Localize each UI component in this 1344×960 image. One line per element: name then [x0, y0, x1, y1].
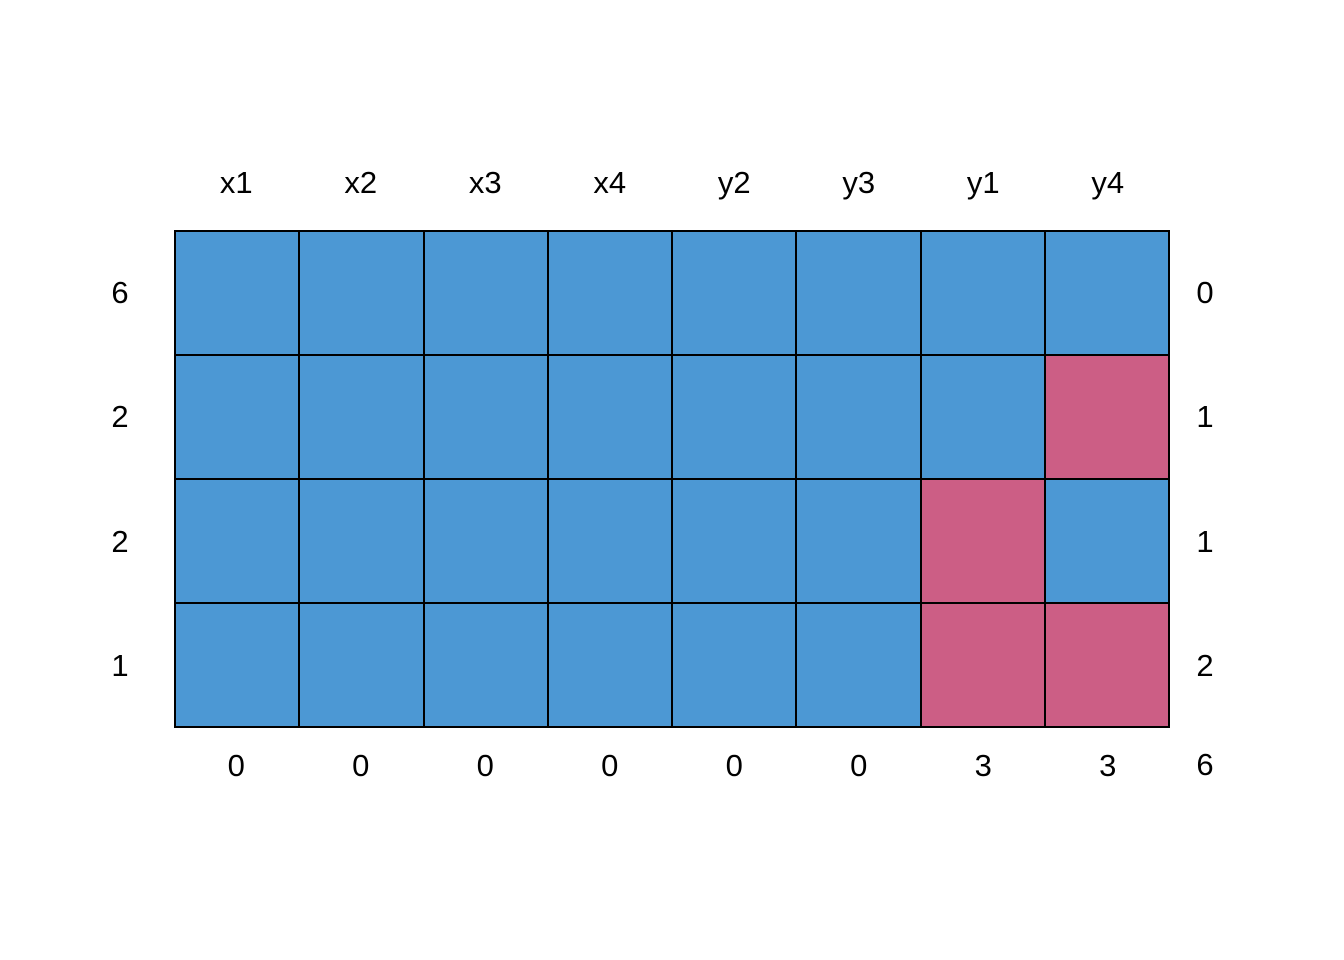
observed-cell-r0-x2 — [300, 232, 423, 354]
observed-cell-r1-x4 — [548, 356, 671, 478]
observed-cell-r1-x1 — [176, 356, 299, 478]
pattern-count-label-1: 2 — [111, 399, 129, 435]
observed-cell-r0-y2 — [673, 232, 796, 354]
pattern-missing-label-1: 1 — [1196, 399, 1214, 435]
observed-cell-r1-y3 — [797, 356, 920, 478]
column-label-4: y2 — [717, 164, 751, 200]
observed-cell-r1-x3 — [424, 356, 547, 478]
column-missing-label-1: 0 — [352, 747, 370, 783]
observed-cell-r2-y2 — [673, 480, 796, 602]
observed-cell-r0-y4 — [1045, 232, 1168, 354]
column-missing-label-7: 3 — [1099, 747, 1117, 783]
pattern-missing-label-2: 1 — [1196, 523, 1214, 559]
column-label-1: x2 — [344, 164, 378, 200]
observed-cell-r3-x4 — [548, 604, 671, 726]
pattern-missing-label-3: 2 — [1196, 648, 1214, 684]
observed-cell-r0-y1 — [921, 232, 1044, 354]
pattern-count-labels: 6 2 2 1 — [90, 230, 150, 728]
observed-cell-r3-y3 — [797, 604, 920, 726]
column-missing-label-6: 3 — [974, 747, 992, 783]
observed-cell-r3-x1 — [176, 604, 299, 726]
pattern-missing-labels: 0 1 1 2 — [1175, 230, 1235, 728]
observed-cell-r1-y2 — [673, 356, 796, 478]
observed-cell-r2-x4 — [548, 480, 671, 602]
column-label-6: y1 — [966, 164, 1000, 200]
column-label-7: y4 — [1091, 164, 1125, 200]
pattern-count-label-3: 1 — [111, 648, 129, 684]
column-label-2: x3 — [468, 164, 502, 200]
observed-cell-r0-x1 — [176, 232, 299, 354]
pattern-count-label-0: 6 — [111, 274, 129, 310]
observed-cell-r3-x3 — [424, 604, 547, 726]
column-missing-label-3: 0 — [601, 747, 619, 783]
observed-cell-r2-x1 — [176, 480, 299, 602]
column-missing-label-0: 0 — [227, 747, 245, 783]
missing-cell-r3-y4 — [1045, 604, 1168, 726]
observed-cell-r0-x3 — [424, 232, 547, 354]
observed-cell-r1-y1 — [921, 356, 1044, 478]
observed-cell-r1-x2 — [300, 356, 423, 478]
column-label-0: x1 — [219, 164, 253, 200]
column-label-3: x4 — [593, 164, 627, 200]
missing-cell-r3-y1 — [921, 604, 1044, 726]
missing-cell-r1-y4 — [1045, 356, 1168, 478]
missing-cell-r2-y1 — [921, 480, 1044, 602]
column-label-5: y3 — [842, 164, 876, 200]
observed-cell-r0-y3 — [797, 232, 920, 354]
observed-cell-r2-y4 — [1045, 480, 1168, 602]
observed-cell-r2-x3 — [424, 480, 547, 602]
column-missing-label-2: 0 — [476, 747, 494, 783]
column-missing-label-5: 0 — [850, 747, 868, 783]
column-missing-label-4: 0 — [725, 747, 743, 783]
observed-cell-r3-y2 — [673, 604, 796, 726]
pattern-missing-label-0: 0 — [1196, 274, 1214, 310]
total-missing-label: 6 — [1196, 747, 1214, 782]
pattern-count-label-2: 2 — [111, 523, 129, 559]
column-labels: x1 x2 x3 x4 y2 y3 y1 y4 — [174, 162, 1170, 202]
pattern-grid — [174, 230, 1170, 728]
observed-cell-r0-x4 — [548, 232, 671, 354]
observed-cell-r3-x2 — [300, 604, 423, 726]
observed-cell-r2-y3 — [797, 480, 920, 602]
column-missing-labels: 0 0 0 0 0 0 3 3 — [174, 745, 1170, 785]
observed-cell-r2-x2 — [300, 480, 423, 602]
